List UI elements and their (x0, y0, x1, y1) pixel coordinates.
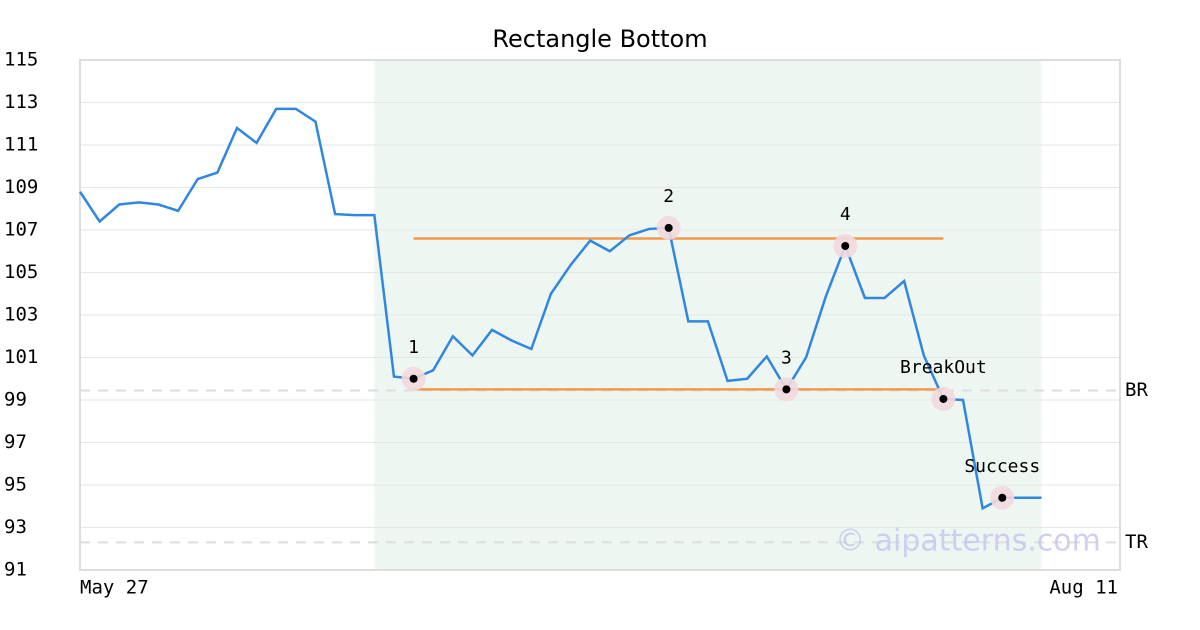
y-tick-label: 113 (4, 91, 38, 113)
marker-label: 4 (840, 204, 851, 225)
marker-label: 2 (663, 186, 674, 207)
y-tick-label: 99 (4, 389, 27, 411)
marker-label: 3 (781, 347, 792, 368)
y-tick-label: 97 (4, 431, 27, 453)
marker-dot (409, 374, 418, 383)
marker-dot (841, 241, 850, 250)
marker-label: 1 (408, 337, 419, 358)
x-tick-label: May 27 (80, 577, 149, 599)
marker-dot (664, 223, 673, 232)
watermark: © aipatterns.com (835, 524, 1101, 559)
level-label: TR (1125, 531, 1148, 553)
y-tick-label: 109 (4, 176, 38, 198)
y-tick-label: 115 (4, 49, 38, 71)
marker-dot (998, 493, 1007, 502)
chart-title: Rectangle Bottom (492, 25, 707, 53)
x-tick-label: Aug 11 (1049, 577, 1118, 599)
y-tick-label: 111 (4, 134, 38, 156)
marker-label: BreakOut (900, 357, 987, 378)
marker-dot (939, 394, 948, 403)
marker-dot (782, 385, 791, 394)
y-tick-label: 105 (4, 261, 38, 283)
price-line (78, 107, 1042, 511)
plot-frame (79, 59, 1121, 571)
y-tick-label: 93 (4, 516, 27, 538)
y-tick-label: 107 (4, 219, 38, 241)
level-label: BR (1125, 379, 1148, 401)
y-tick-label: 103 (4, 304, 38, 326)
marker-label: Success (964, 456, 1040, 477)
y-tick-label: 101 (4, 346, 38, 368)
y-tick-label: 91 (4, 559, 27, 581)
y-tick-label: 95 (4, 474, 27, 496)
